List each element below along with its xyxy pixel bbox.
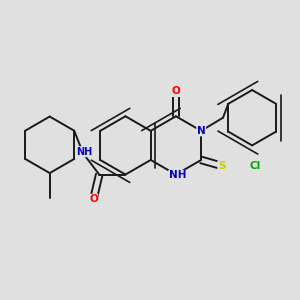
Text: NH: NH xyxy=(169,170,186,181)
Text: O: O xyxy=(89,194,98,204)
Text: Cl: Cl xyxy=(250,161,261,171)
Text: N: N xyxy=(197,126,206,136)
Text: NH: NH xyxy=(76,147,92,157)
Text: S: S xyxy=(218,161,225,171)
Text: O: O xyxy=(172,86,180,97)
